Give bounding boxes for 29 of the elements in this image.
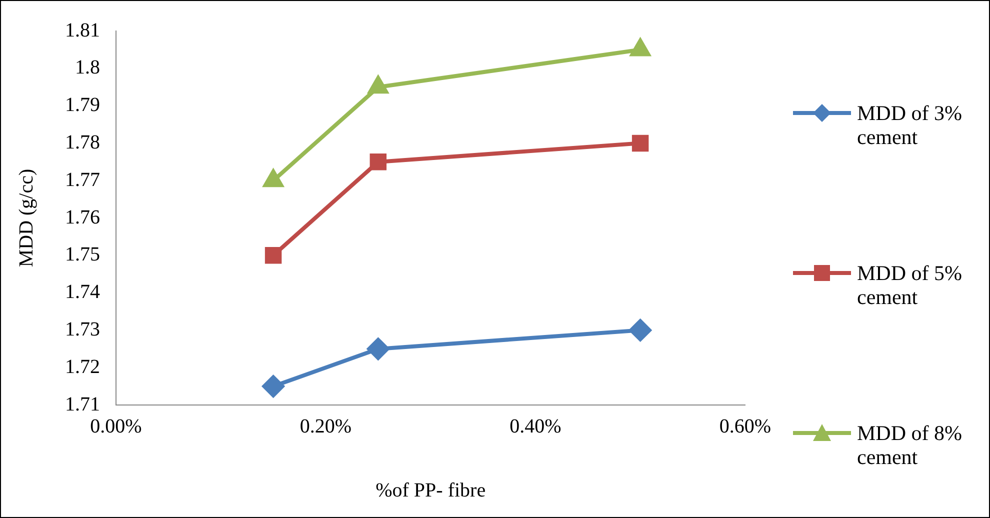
y-tick-label: 1.74	[65, 281, 100, 304]
x-tick-label: 0.20%	[300, 415, 352, 438]
point	[632, 134, 649, 152]
y-tick-label: 1.76	[65, 206, 100, 228]
point	[264, 247, 282, 264]
x-tick-label: 0.40%	[510, 415, 562, 438]
y-tick-label: 1.8	[75, 56, 100, 79]
y-tick-label: 1.73	[65, 318, 100, 340]
point	[629, 319, 652, 342]
y-tick-label: 1.79	[65, 94, 100, 116]
legend-label: MDD of 3% cement	[857, 101, 963, 149]
y-tick-label: 1.77	[65, 168, 100, 191]
y-tick-label: 1.71	[65, 393, 100, 416]
y-tick-label: 1.81	[65, 19, 100, 42]
point	[370, 154, 387, 170]
x-axis-title: %of PP- fibre	[376, 479, 486, 502]
y-tick-label: 1.72	[65, 356, 100, 378]
legend-label: MDD of 8% cement	[857, 421, 963, 469]
x-tick-label: 0.00%	[90, 415, 142, 438]
point	[630, 38, 650, 56]
point	[264, 170, 284, 188]
point	[262, 375, 284, 398]
y-tick-label: 1.75	[65, 244, 100, 266]
y-axis-title: MDD (g/cc)	[15, 168, 38, 268]
point	[367, 338, 390, 360]
legend-label: MDD of 5% cement	[857, 261, 963, 309]
x-tick-label: 0.60%	[719, 415, 772, 438]
point	[368, 76, 388, 94]
y-tick-label: 1.78	[65, 131, 100, 154]
